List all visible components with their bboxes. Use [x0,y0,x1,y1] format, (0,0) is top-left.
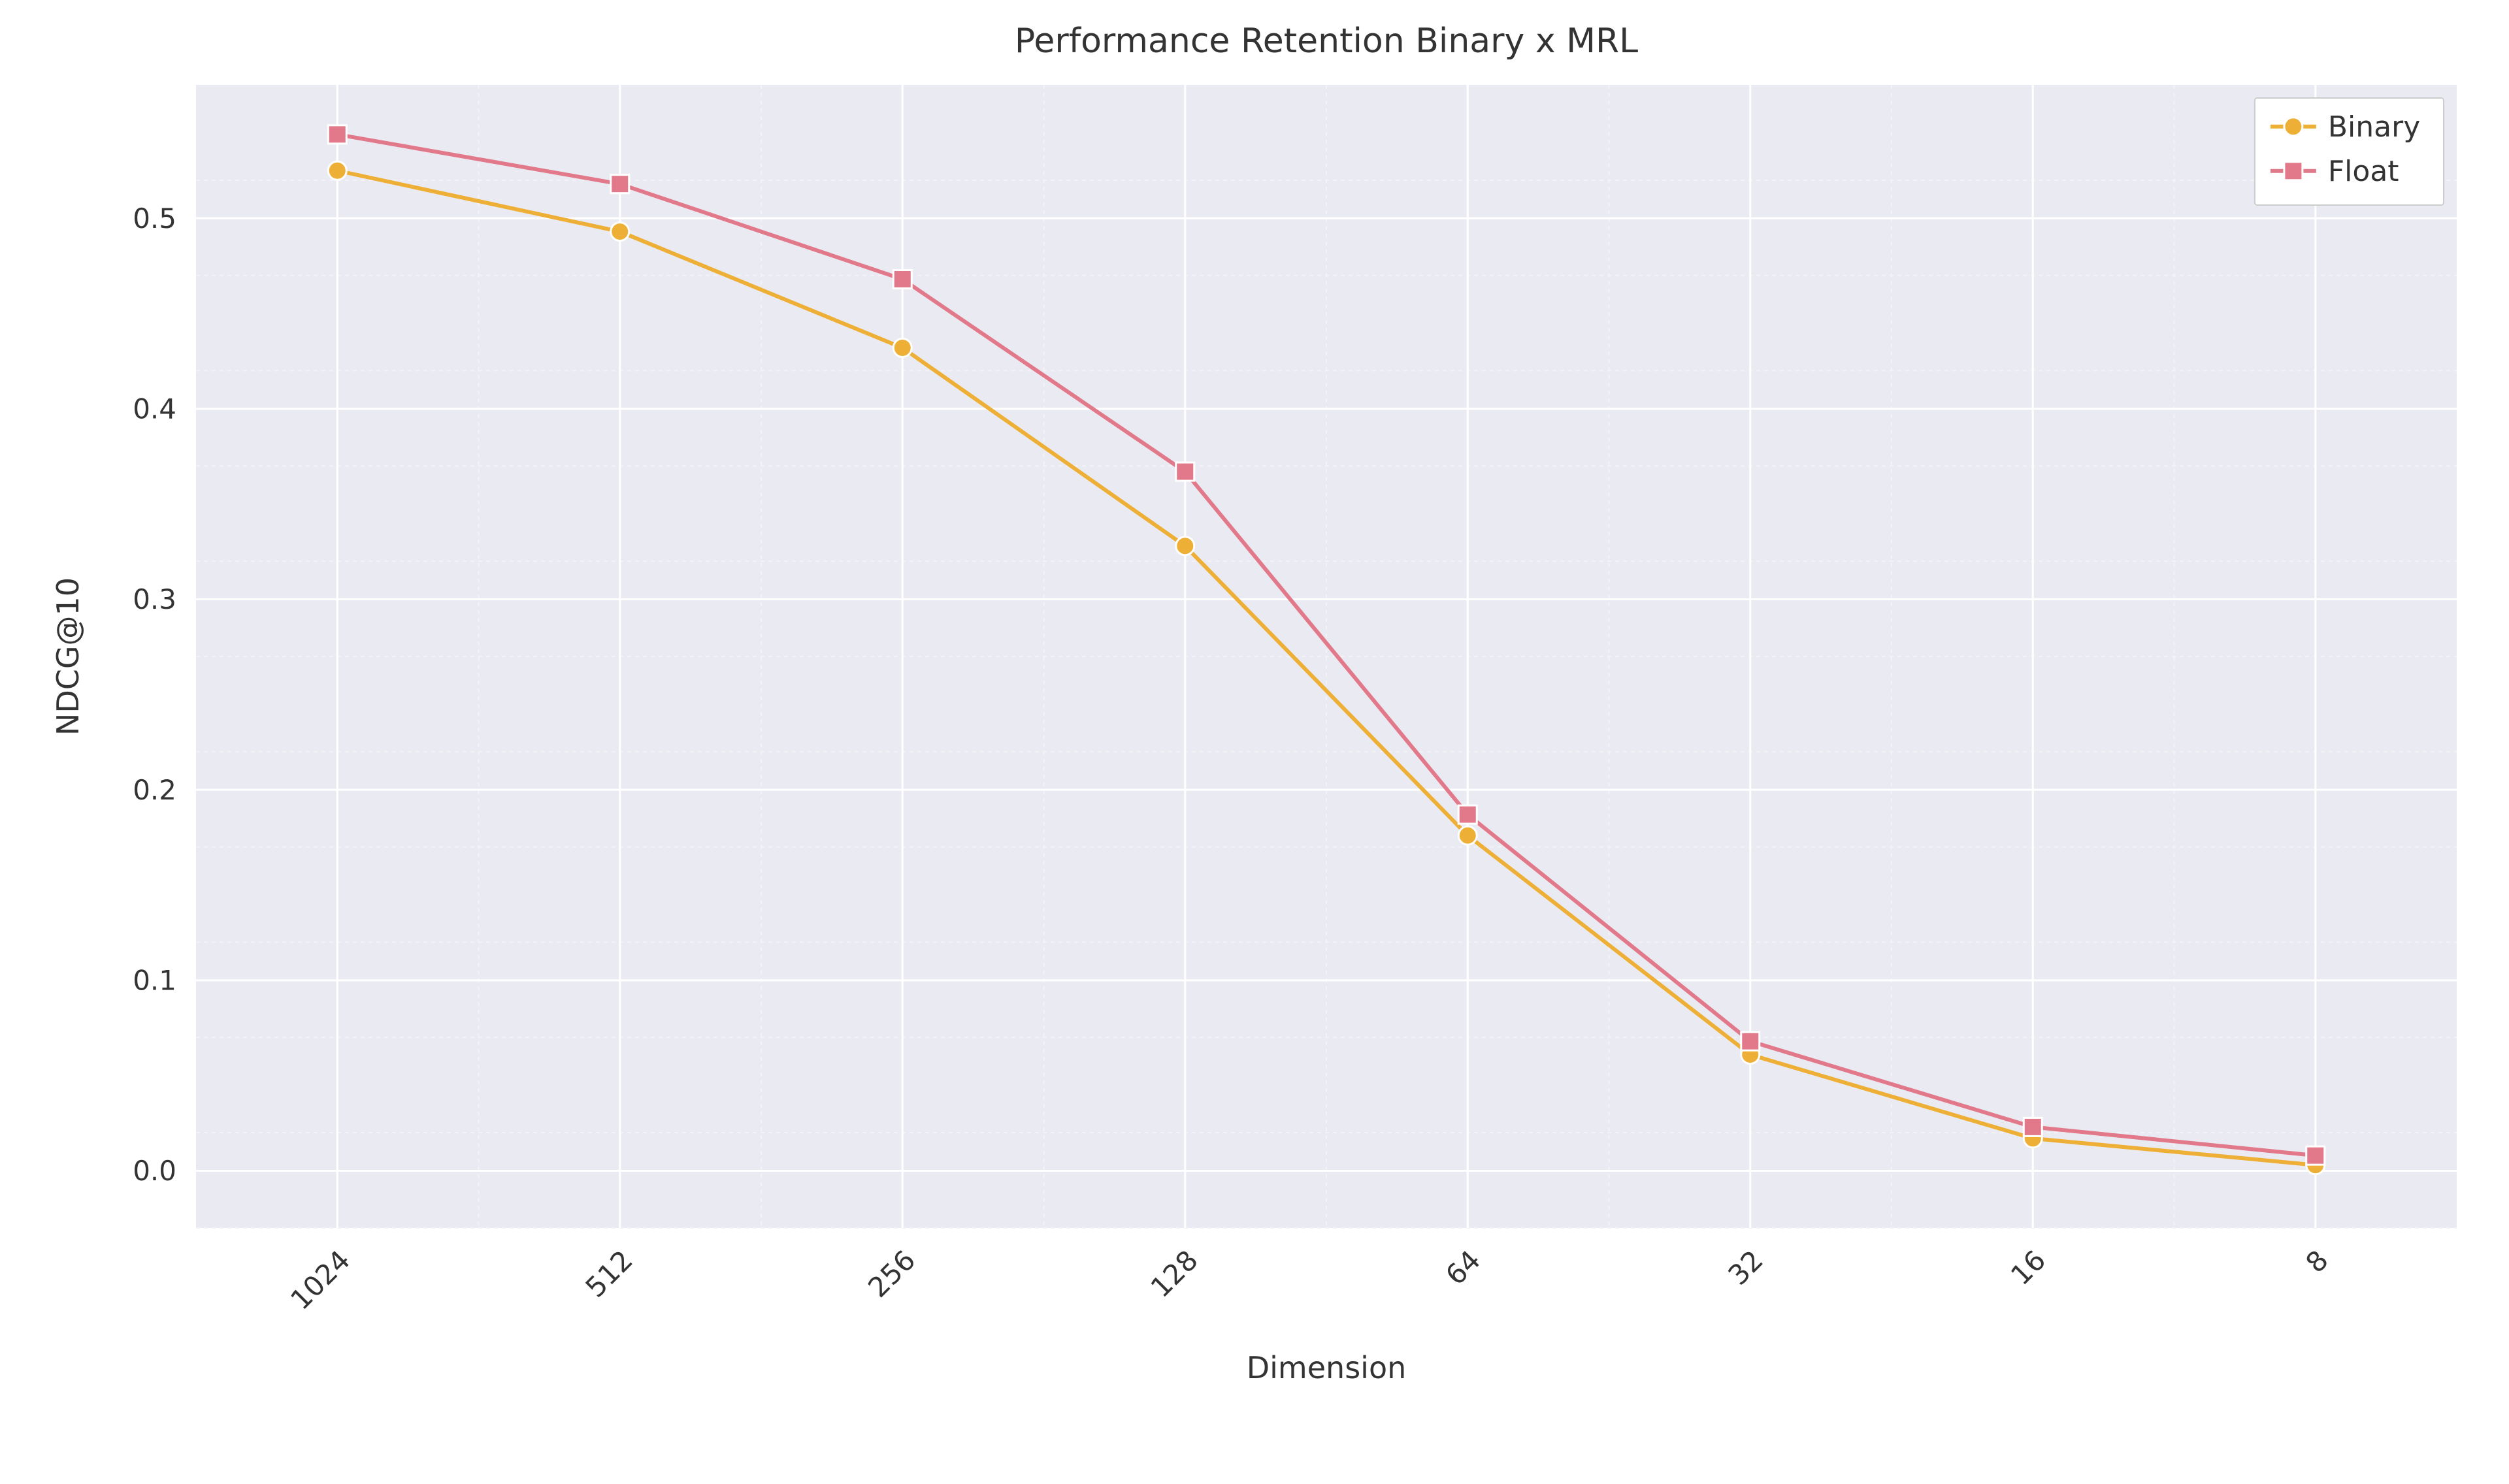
y-axis-label: NDCG@10 [50,577,86,735]
x-tick-label: 16 [2005,1244,2052,1291]
x-tick-label: 32 [1722,1244,1769,1291]
legend-swatch-marker [2284,162,2303,180]
chart-title: Performance Retention Binary x MRL [1015,22,1638,61]
y-tick-label: 0.5 [133,202,176,234]
y-tick-label: 0.2 [133,774,176,806]
series-marker-float [328,125,346,144]
x-tick-label: 128 [1145,1244,1204,1303]
series-marker-float [1458,805,1477,824]
series-marker-float [1176,462,1194,481]
line-chart: 0.0 0.1 0.2 0.3 0.4 0.5 1024 512 256 128 64 32 16 8 Pe… [0,0,2509,1484]
y-tick-label: 0.0 [133,1155,176,1187]
x-tick-label: 1024 [284,1244,356,1315]
series-marker-binary [611,223,629,241]
series-marker-float [2024,1118,2042,1136]
legend-label: Float [2328,155,2399,188]
series-marker-float [2306,1146,2325,1165]
legend-label: Binary [2328,110,2420,144]
x-tick-label: 256 [862,1244,921,1303]
chart-container: 0.0 0.1 0.2 0.3 0.4 0.5 1024 512 256 128 64 32 16 8 Pe… [0,0,2509,1484]
y-tick-label: 0.4 [133,393,176,425]
legend-swatch-marker [2284,118,2303,136]
series-marker-float [611,175,629,193]
x-tick-label: 8 [2299,1244,2335,1279]
series-marker-float [1741,1032,1760,1050]
series-marker-float [893,270,911,289]
series-marker-binary [1176,537,1194,555]
series-marker-binary [893,339,911,357]
y-tick-label: 0.3 [133,583,176,615]
x-tick-label: 64 [1439,1244,1486,1291]
series-marker-binary [328,161,346,180]
x-axis-label: Dimension [1247,1350,1407,1385]
series-marker-binary [1458,826,1477,845]
y-tick-label: 0.1 [133,965,176,997]
x-tick-label: 512 [580,1244,639,1303]
